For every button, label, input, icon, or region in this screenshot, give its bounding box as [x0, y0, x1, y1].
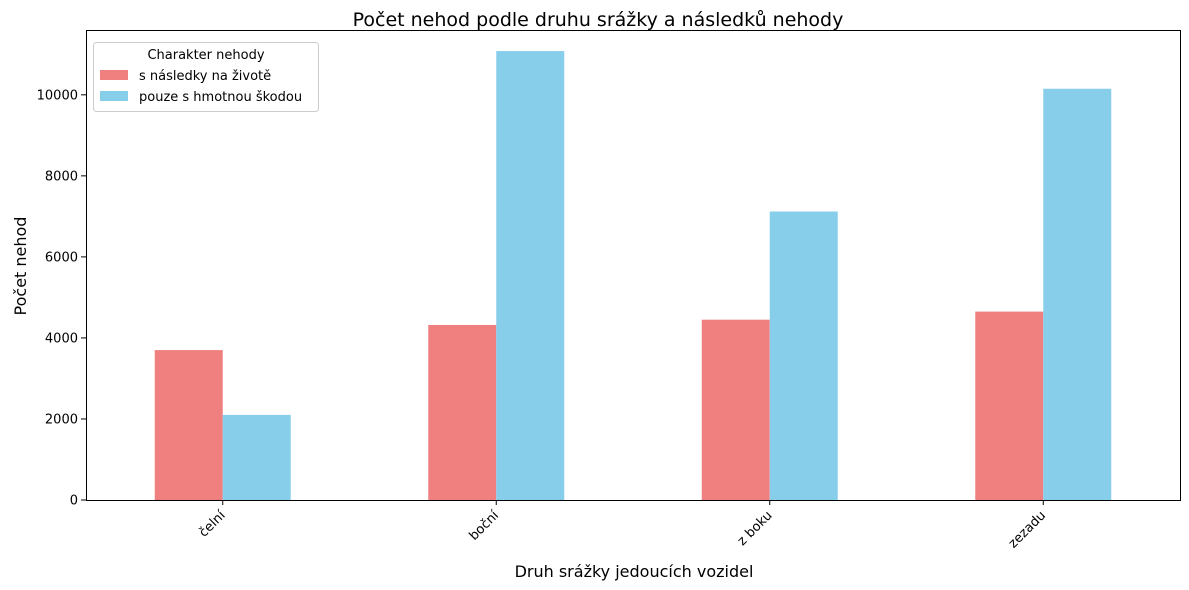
legend: Charakter nehody s následky na životě po…: [93, 42, 319, 112]
y-tick-label: 10000: [37, 88, 78, 103]
y-tick-label: 2000: [45, 412, 78, 427]
x-axis-title: Druh srážky jedoucích vozidel: [515, 562, 754, 581]
bars: [154, 51, 1112, 500]
y-tick-label: 4000: [45, 331, 78, 346]
legend-box: [93, 42, 319, 112]
legend-title: Charakter nehody: [147, 48, 264, 63]
legend-label-s-nasledky: s následky na životě: [139, 69, 271, 84]
x-tick-label: boční: [467, 508, 503, 544]
bar-hmotna-skoda: [769, 211, 838, 500]
bar-hmotna-skoda: [496, 51, 565, 500]
x-tick-label: zezadu: [1006, 508, 1049, 551]
bar-hmotna-skoda: [222, 414, 291, 500]
bar-s-nasledky: [701, 319, 770, 500]
legend-swatch-hmotna-skoda: [100, 91, 128, 101]
x-tick-label: čelní: [196, 508, 229, 541]
y-tick-label: 6000: [45, 250, 78, 265]
y-tick-label: 0: [70, 494, 78, 509]
bar-hmotna-skoda: [1043, 88, 1112, 500]
legend-swatch-s-nasledky: [100, 70, 128, 80]
x-axis-ticks: čelní boční z boku zezadu: [196, 500, 1049, 551]
y-axis-title: Počet nehod: [11, 217, 30, 316]
y-axis-ticks: 0 2000 4000 6000 8000 10000: [37, 88, 86, 509]
bar-s-nasledky: [975, 311, 1044, 500]
x-tick-label: z boku: [735, 508, 776, 549]
bar-s-nasledky: [154, 350, 223, 500]
chart-title: Počet nehod podle druhu srážky a následk…: [353, 9, 844, 31]
bar-s-nasledky: [428, 324, 497, 500]
plot-frame: [86, 30, 1181, 501]
legend-label-hmotna-skoda: pouze s hmotnou škodou: [139, 90, 302, 105]
y-tick-label: 8000: [45, 169, 78, 184]
